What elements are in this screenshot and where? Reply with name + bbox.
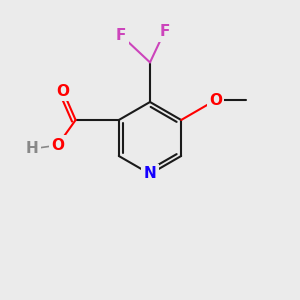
Text: F: F bbox=[159, 24, 170, 39]
Text: O: O bbox=[51, 138, 64, 153]
Text: F: F bbox=[116, 28, 126, 43]
Text: O: O bbox=[56, 84, 70, 99]
Text: N: N bbox=[144, 167, 156, 182]
Text: H: H bbox=[26, 141, 39, 156]
Text: O: O bbox=[209, 93, 222, 108]
